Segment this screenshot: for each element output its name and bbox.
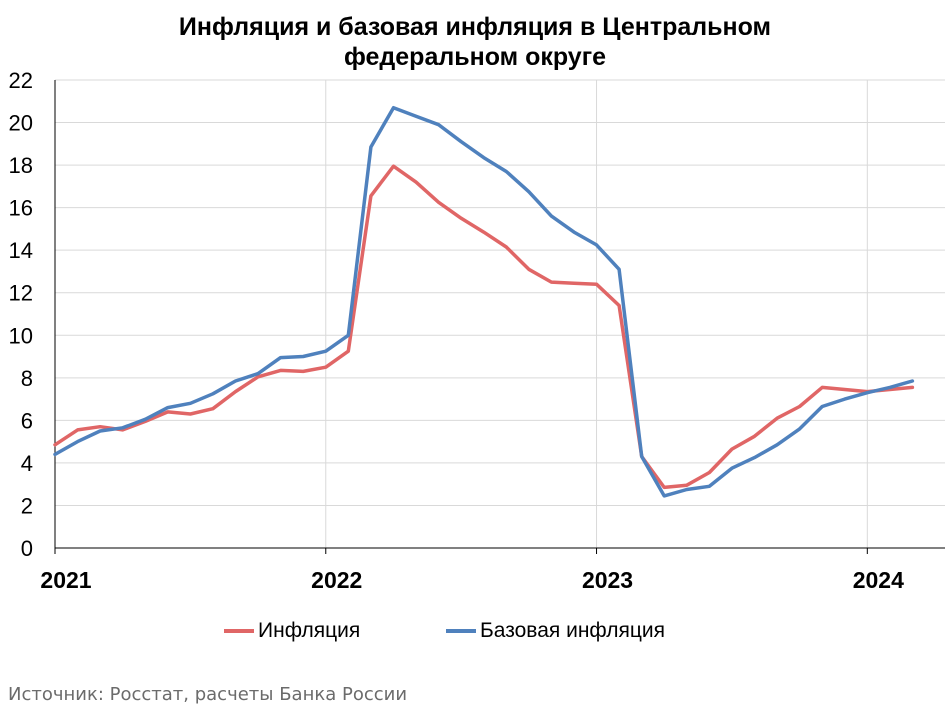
y-tick-label: 16	[9, 196, 33, 221]
core-inflation-line	[53, 105, 915, 498]
legend-label-core-inflation: Базовая инфляция	[480, 619, 666, 642]
x-tick-label: 2024	[853, 567, 904, 593]
inflation-line	[53, 164, 915, 490]
y-tick-label: 10	[9, 323, 33, 348]
x-tick-label: 2022	[311, 567, 362, 593]
y-tick-label: 8	[21, 366, 33, 391]
legend-label-inflation: Инфляция	[258, 619, 361, 642]
y-tick-label: 22	[9, 68, 33, 93]
chart-title: Инфляция и базовая инфляция в Центрально…	[0, 12, 950, 72]
chart-title-line-1: Инфляция и базовая инфляция в Центрально…	[178, 13, 772, 41]
legend-item-core-inflation: Базовая инфляция	[446, 616, 665, 646]
legend-item-inflation: Инфляция	[224, 616, 360, 646]
x-tick-label: 2021	[40, 567, 91, 593]
y-tick-label: 6	[21, 408, 33, 433]
y-tick-label: 4	[21, 451, 33, 476]
y-tick-label: 20	[9, 111, 33, 136]
source-note: Источник: Росстат, расчеты Банка России	[8, 684, 408, 705]
y-tick-label: 18	[9, 153, 33, 178]
y-tick-label: 2	[21, 493, 33, 518]
chart-title-line-2: федеральном округе	[343, 43, 607, 71]
x-tick-label: 2023	[582, 567, 633, 593]
y-tick-label: 12	[9, 281, 33, 306]
y-tick-label: 0	[21, 536, 33, 561]
legend-swatch-core-inflation	[446, 629, 476, 633]
legend: Инфляция Базовая инфляция	[0, 616, 950, 646]
y-tick-label: 14	[9, 238, 33, 263]
legend-swatch-inflation	[224, 629, 254, 633]
